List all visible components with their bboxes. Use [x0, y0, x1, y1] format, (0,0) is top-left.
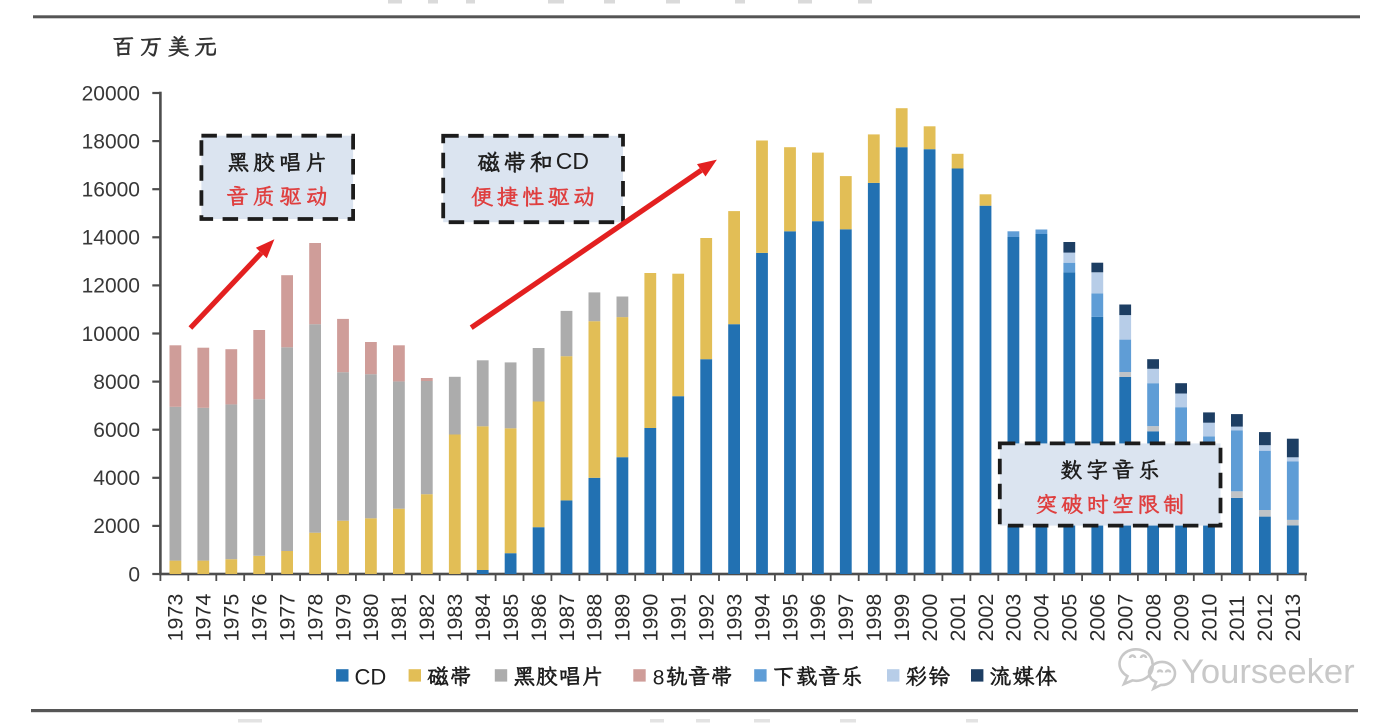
svg-text:2004: 2004 — [1030, 594, 1054, 642]
svg-text:2009: 2009 — [1169, 594, 1193, 642]
svg-text:20000: 20000 — [82, 82, 140, 105]
svg-text:6000: 6000 — [93, 419, 140, 442]
svg-text:16000: 16000 — [82, 179, 140, 202]
svg-text:2013: 2013 — [1281, 594, 1305, 642]
svg-text:1977: 1977 — [275, 594, 299, 642]
svg-text:1976: 1976 — [248, 594, 272, 642]
svg-text:1987: 1987 — [555, 594, 579, 642]
svg-text:1981: 1981 — [387, 594, 411, 642]
svg-text:1993: 1993 — [722, 594, 746, 642]
svg-text:1984: 1984 — [471, 594, 495, 642]
svg-text:1986: 1986 — [527, 594, 551, 642]
svg-text:8: 8 — [653, 667, 665, 690]
svg-text:12000: 12000 — [82, 275, 140, 298]
svg-text:2000: 2000 — [918, 594, 942, 642]
svg-text:Yourseeker: Yourseeker — [1181, 653, 1355, 691]
svg-text:1991: 1991 — [667, 594, 691, 642]
svg-text:1995: 1995 — [778, 594, 802, 642]
svg-text:1989: 1989 — [611, 594, 635, 642]
svg-text:1997: 1997 — [834, 594, 858, 642]
svg-text:2005: 2005 — [1058, 594, 1082, 642]
svg-text:1982: 1982 — [415, 594, 439, 642]
svg-text:1978: 1978 — [303, 594, 327, 642]
svg-text:1996: 1996 — [806, 594, 830, 642]
svg-text:2003: 2003 — [1002, 594, 1026, 642]
svg-text:2010: 2010 — [1197, 594, 1221, 642]
svg-text:2006: 2006 — [1086, 594, 1110, 642]
svg-text:0: 0 — [128, 563, 140, 586]
svg-text:18000: 18000 — [82, 130, 140, 153]
svg-text:10000: 10000 — [82, 323, 140, 346]
svg-text:1985: 1985 — [499, 594, 523, 642]
svg-text:1988: 1988 — [583, 594, 607, 642]
svg-text:1999: 1999 — [890, 594, 914, 642]
svg-text:CD: CD — [556, 148, 589, 174]
svg-text:4000: 4000 — [93, 467, 140, 490]
svg-text:2011: 2011 — [1225, 595, 1249, 641]
svg-text:2001: 2001 — [946, 594, 970, 642]
svg-text:2008: 2008 — [1141, 594, 1165, 642]
svg-text:1992: 1992 — [695, 594, 719, 642]
svg-text:1998: 1998 — [862, 594, 886, 642]
svg-text:1974: 1974 — [192, 594, 216, 642]
svg-text:1979: 1979 — [331, 594, 355, 642]
svg-text:8000: 8000 — [93, 371, 140, 394]
svg-text:1975: 1975 — [220, 594, 244, 642]
svg-text:2002: 2002 — [974, 594, 998, 642]
svg-text:2012: 2012 — [1253, 594, 1277, 642]
svg-text:1994: 1994 — [750, 594, 774, 642]
svg-text:CD: CD — [355, 665, 387, 690]
svg-text:2000: 2000 — [93, 515, 140, 538]
svg-text:14000: 14000 — [82, 227, 140, 250]
svg-text:1980: 1980 — [359, 594, 383, 642]
svg-text:1983: 1983 — [443, 594, 467, 642]
svg-text:2007: 2007 — [1114, 594, 1138, 642]
svg-text:1990: 1990 — [639, 594, 663, 642]
svg-text:1973: 1973 — [164, 594, 188, 642]
